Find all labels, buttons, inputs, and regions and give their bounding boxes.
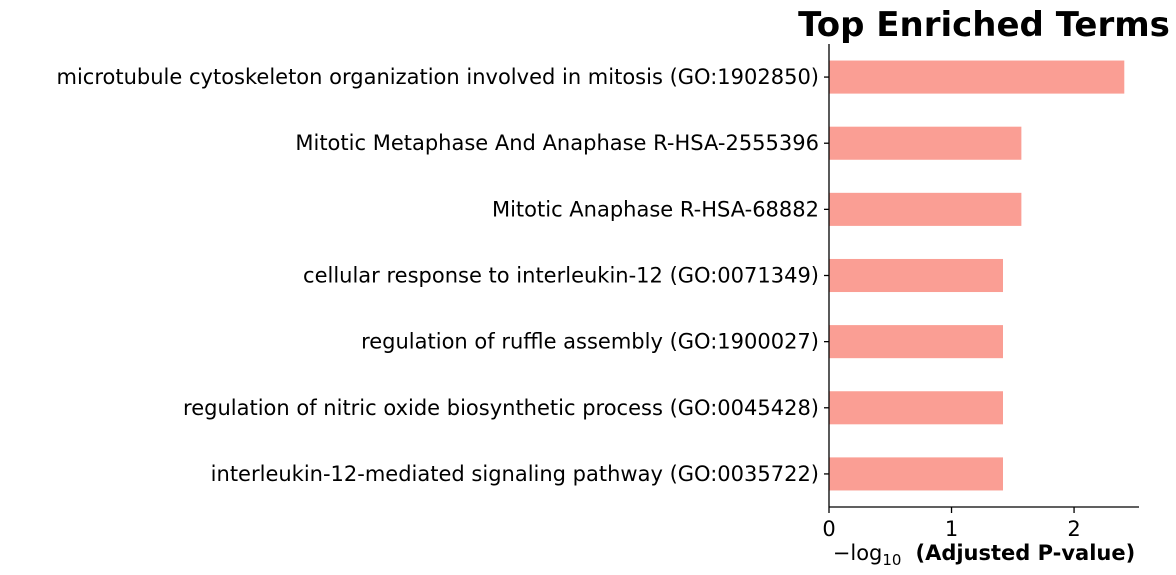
bar xyxy=(829,457,1003,491)
x-tick-label: 2 xyxy=(1067,517,1080,541)
bar xyxy=(829,192,1022,226)
chart-title: Top Enriched Terms xyxy=(798,5,1170,45)
x-axis-label-main: (Adjusted P-value) xyxy=(915,541,1135,565)
bar xyxy=(829,60,1125,94)
x-axis-label: −log10 (Adjusted P-value) xyxy=(833,541,1135,569)
bar xyxy=(829,126,1022,160)
category-label: cellular response to interleukin-12 (GO:… xyxy=(303,264,819,288)
category-label: regulation of nitric oxide biosynthetic … xyxy=(183,396,819,420)
category-label: interleukin-12-mediated signaling pathwa… xyxy=(211,462,819,486)
category-label: Mitotic Metaphase And Anaphase R-HSA-255… xyxy=(295,131,819,155)
x-axis-label-prefix: −log xyxy=(833,541,883,565)
x-axis-label-subscript: 10 xyxy=(882,551,901,569)
x-ticks-group: 0 1 2 xyxy=(822,507,1081,541)
category-label: Mitotic Anaphase R-HSA-68882 xyxy=(492,197,819,221)
x-tick-label: 1 xyxy=(945,517,958,541)
x-tick-label: 0 xyxy=(822,517,835,541)
bar xyxy=(829,391,1003,425)
category-label: microtubule cytoskeleton organization in… xyxy=(57,65,819,89)
bars-group xyxy=(829,60,1125,491)
category-labels-group: microtubule cytoskeleton organization in… xyxy=(57,65,829,486)
bar xyxy=(829,258,1003,293)
category-label: regulation of ruffle assembly (GO:190002… xyxy=(361,330,819,354)
bar xyxy=(829,325,1003,359)
